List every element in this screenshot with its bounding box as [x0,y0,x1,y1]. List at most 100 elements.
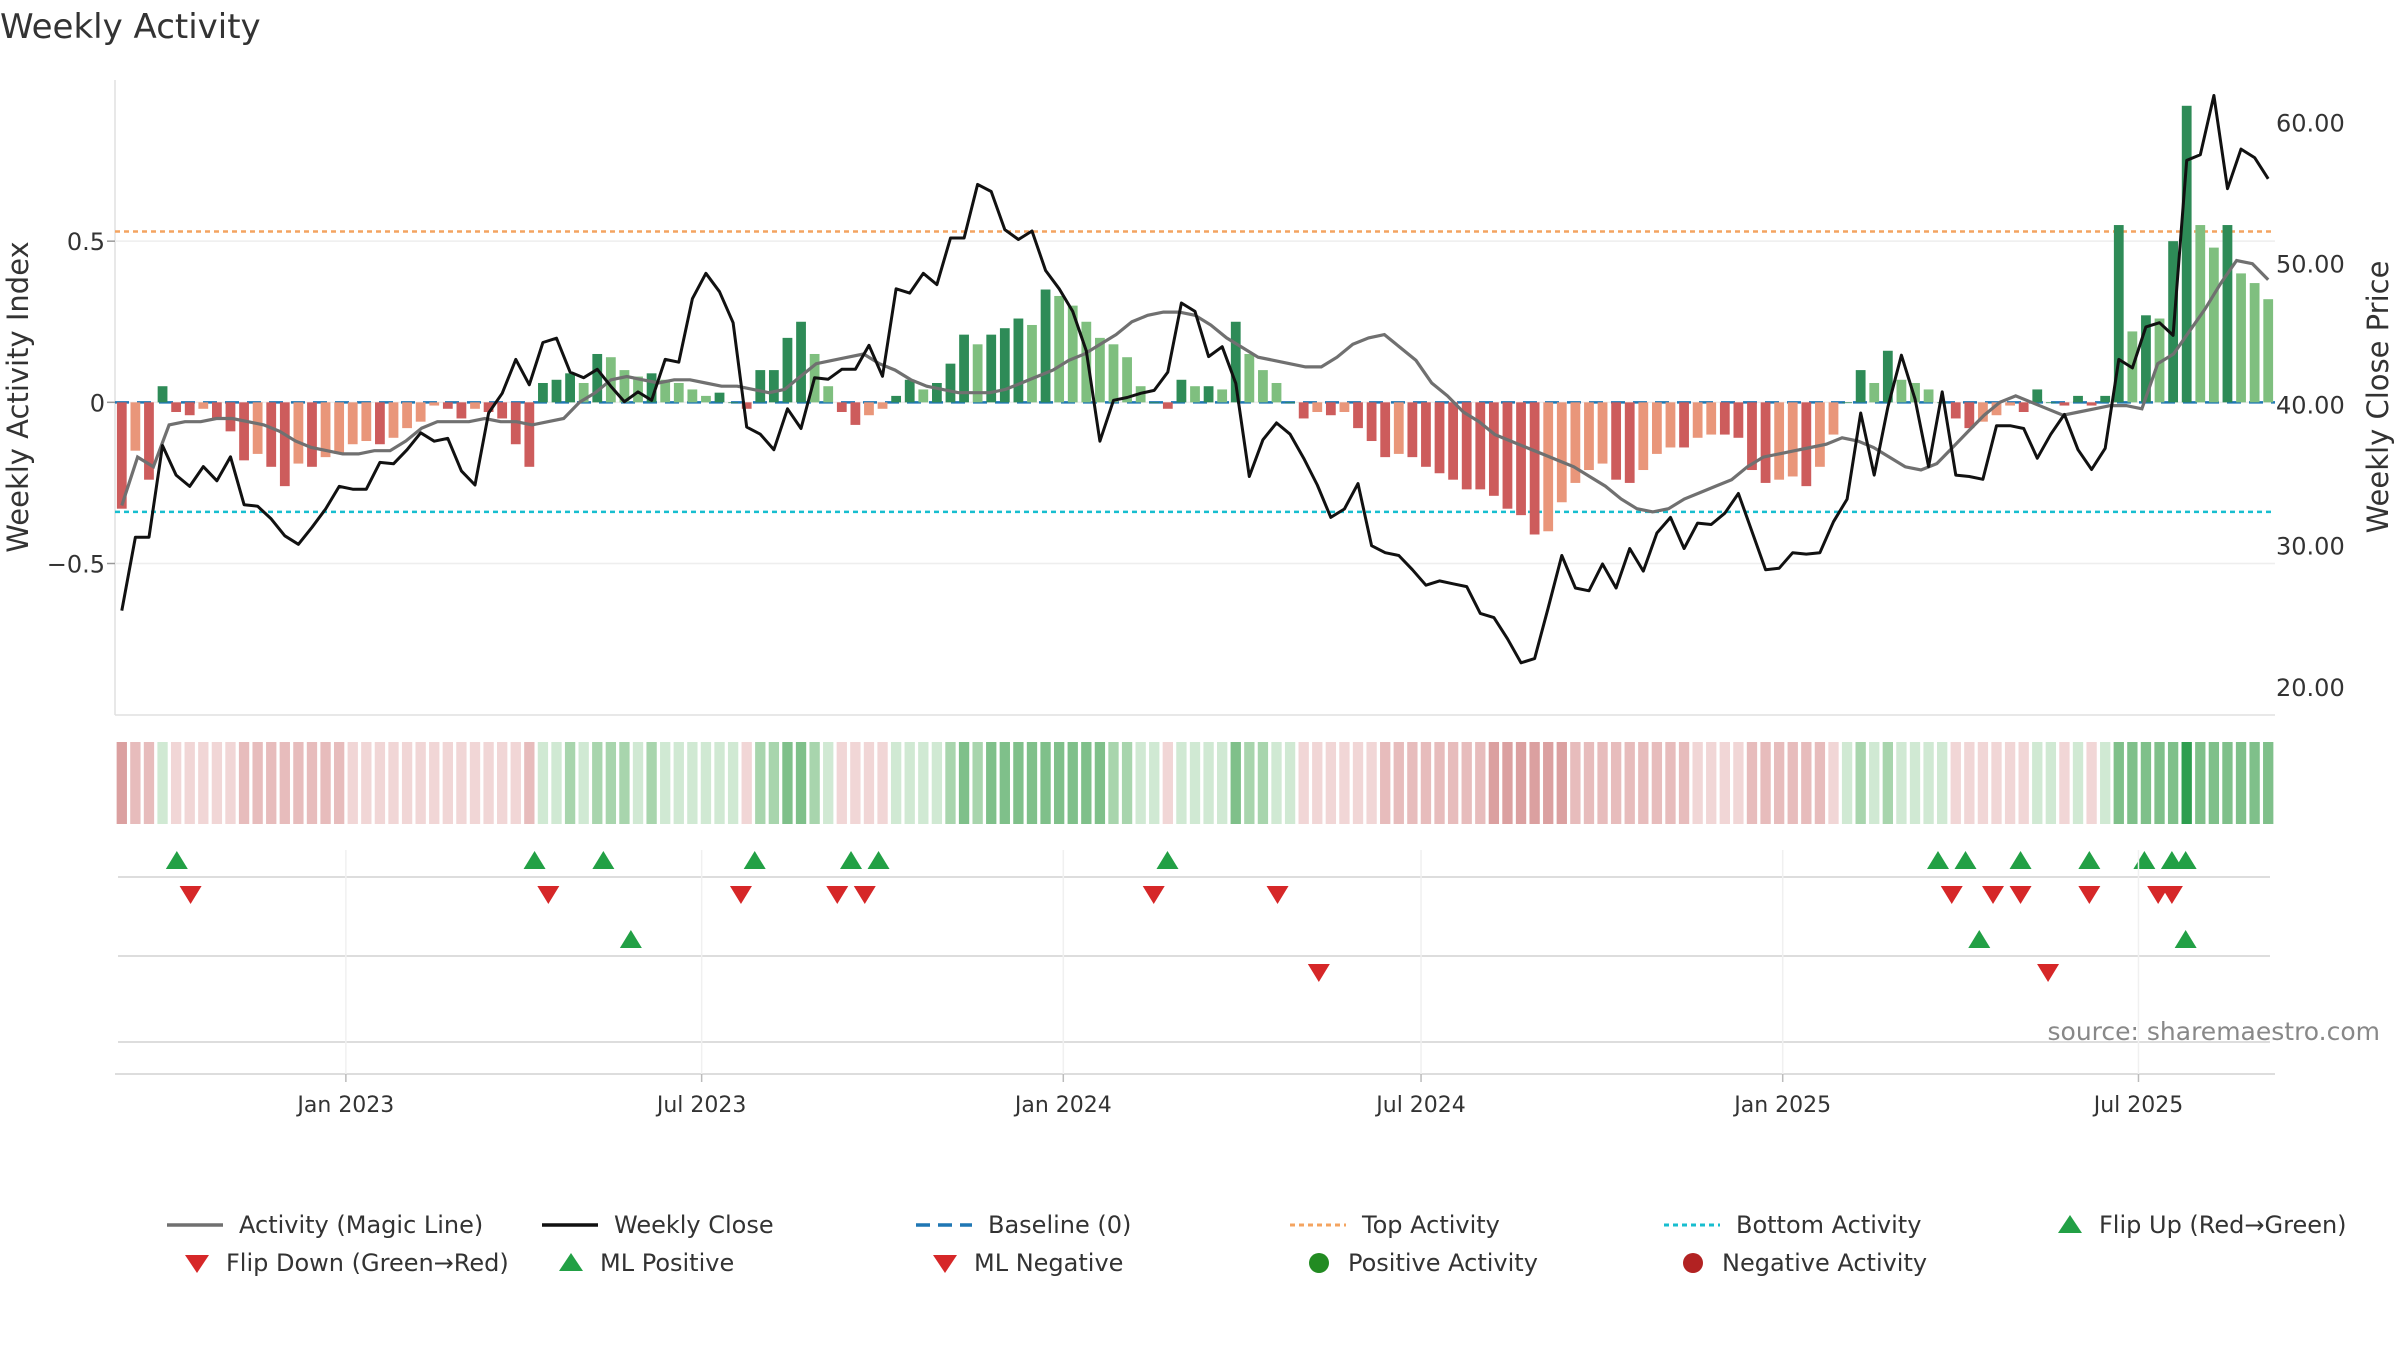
heat-cell [795,742,807,824]
heat-cell [2249,742,2260,824]
legend-label: Flip Up (Red→Green) [2099,1211,2347,1239]
heat-cell [1189,742,1201,824]
activity-bar [1475,402,1486,490]
legend-item-flip-up: Flip Up (Red→Green) [2055,1205,2347,1245]
heat-cell [157,742,168,824]
activity-bar [1285,402,1295,404]
heat-cell [1923,742,1934,824]
activity-bar [931,382,942,403]
heat-cell [2059,742,2070,824]
heat-cell [198,742,209,824]
legend-item-positive-activity: Positive Activity [1304,1243,1538,1283]
heat-cell [1638,742,1649,824]
heat-cell [2263,742,2274,824]
activity-bar [2141,315,2151,403]
x-tick-label: Jan 2024 [1013,1093,1112,1118]
activity-bar [1964,402,1975,429]
y-right-tick-label: 60.00 [2276,109,2345,137]
activity-bar [2005,402,2015,406]
activity-bar [1978,402,1988,422]
heat-cell [890,742,902,824]
activity-bar [646,373,657,403]
y-axis-left-label: Weekly Activity Index [1,241,35,552]
heat-cell [823,742,834,824]
activity-bar [1638,402,1649,471]
heat-cell [1814,742,1826,824]
heat-cell [1162,742,1173,824]
activity-bar [157,386,168,403]
flip-down-marker [2009,886,2032,904]
heat-cell [1271,742,1282,824]
activity-bar [429,402,440,406]
heat-cell [2167,742,2179,824]
heat-cell [619,742,630,824]
activity-bar [1719,402,1730,435]
heat-cell [2208,742,2220,824]
activity-bar [1679,402,1689,448]
heat-cell [1529,742,1540,824]
legend-label: Baseline (0) [988,1211,1132,1239]
activity-bar [1882,350,1893,403]
flip-down-marker [179,886,202,904]
dot-icon [1309,1253,1329,1273]
flip-up-marker [2133,851,2156,869]
ml-positive-marker [619,930,642,948]
heat-cell [2018,742,2029,824]
heat-cell [836,742,847,824]
activity-bar [1339,402,1350,413]
y-right-tick-label: 40.00 [2276,392,2345,420]
legend-row-2: Flip Down (Green→Red) ML Positive ML Neg… [0,1243,2400,1283]
activity-bar [1108,344,1119,403]
flip-down-marker [729,886,752,904]
heat-cell [1244,742,1255,824]
heat-cell [1040,742,1051,824]
activity-bar [307,402,317,467]
heat-cell [1706,742,1717,824]
legend-item-top-activity: Top Activity [1288,1205,1500,1245]
flip-down-marker [2078,886,2101,904]
heat-cell [1624,742,1635,824]
legend-label: Weekly Close [614,1211,774,1239]
activity-bar [2263,299,2274,403]
heat-cell [184,742,195,824]
heat-cell [1149,742,1160,824]
heat-cell [972,742,983,824]
heat-cell [497,742,508,824]
activity-bar [1488,402,1499,496]
activity-bar [877,402,888,409]
heat-cell [2004,742,2016,824]
heat-cell [1964,742,1975,824]
heat-cell [1257,742,1269,824]
activity-bar [347,402,358,445]
heat-cell [1570,742,1581,824]
heat-cell [918,742,929,824]
activity-bar [1312,402,1323,413]
activity-bar [1217,389,1228,403]
activity-bar [1298,402,1309,419]
heat-cell [1977,742,1989,824]
activity-bar [551,379,562,403]
heat-cell [1217,742,1228,824]
y-left-tick-label: −0.5 [47,551,105,579]
heat-cell [1284,742,1296,824]
y-right-tick-label: 20.00 [2276,674,2345,702]
heat-cell [945,742,956,824]
heat-cell [116,742,127,824]
heat-cell [2140,742,2152,824]
heat-cell [429,742,440,824]
activity-bar [1013,318,1024,403]
heat-cell [999,742,1010,824]
heat-cell [524,742,535,824]
triangle-up-icon [559,1253,583,1271]
activity-bar [768,370,779,403]
heat-cell [483,742,494,824]
activity-bar [1529,402,1540,535]
activity-bar [714,392,725,403]
triangle-down-icon [185,1255,209,1273]
magic-line-swatch-icon [167,1223,223,1227]
heat-cell [170,742,182,824]
activity-bar [334,402,345,454]
activity-bar [320,402,331,458]
flip-up-marker [523,851,546,869]
activity-bar [388,402,399,438]
